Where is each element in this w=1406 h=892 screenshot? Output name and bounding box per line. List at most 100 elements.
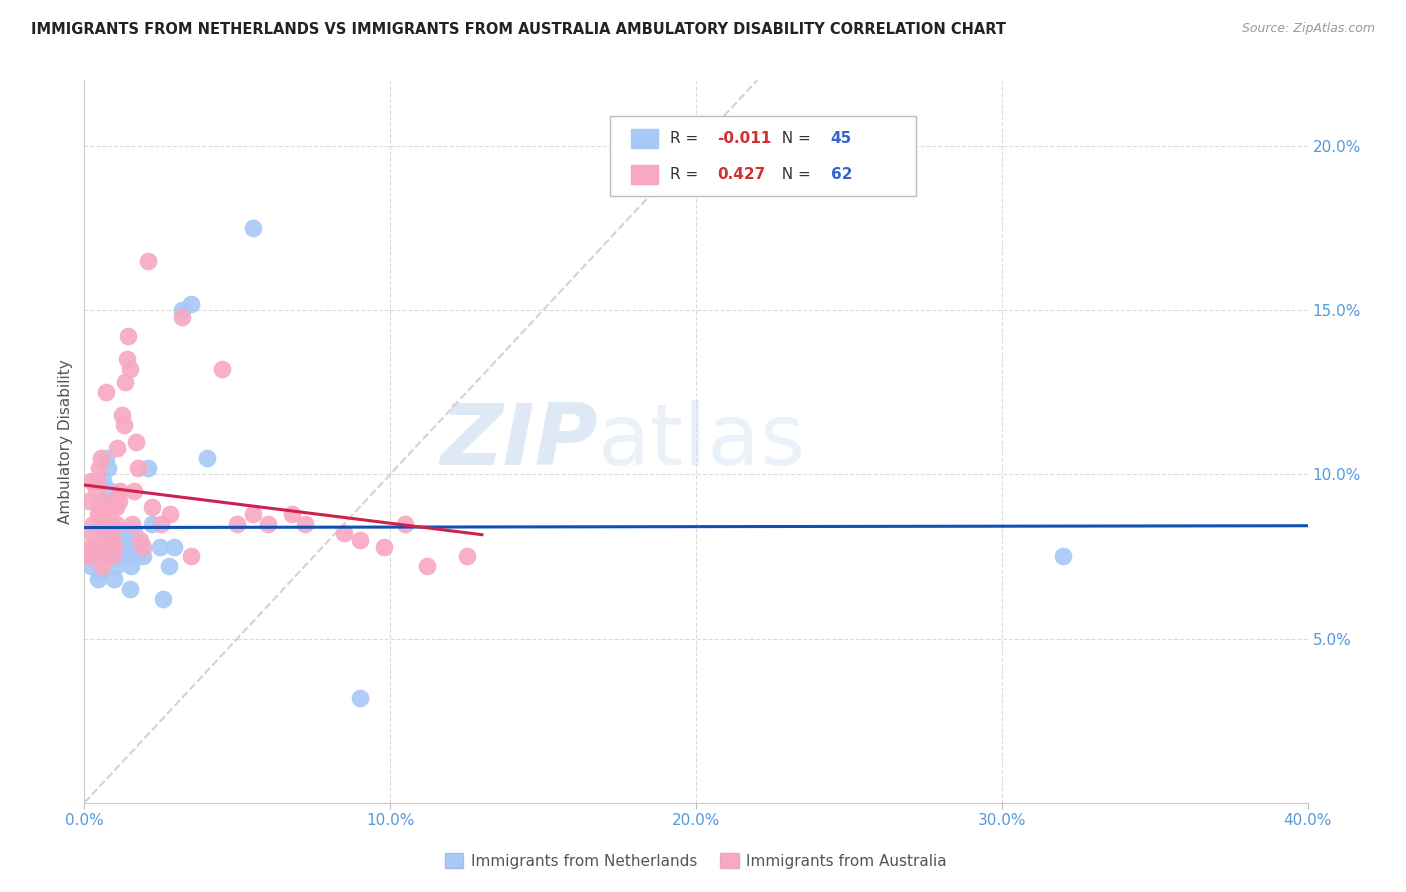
Point (97, 500, 120, 515)
Point (96, 450, 118, 465)
Point (94, 540, 117, 554)
Point (77, 493, 100, 508)
Point (456, 549, 478, 564)
Text: N =: N = (772, 131, 815, 146)
Point (120, 559, 142, 574)
Point (1052, 549, 1074, 564)
Point (122, 483, 145, 498)
Point (152, 592, 174, 607)
Text: atlas: atlas (598, 400, 806, 483)
Point (121, 540, 143, 554)
Point (211, 362, 233, 376)
Point (80, 559, 103, 574)
Point (122, 526, 145, 541)
Text: R =: R = (671, 131, 703, 146)
Point (82, 516, 104, 531)
Point (195, 450, 218, 465)
Point (79, 540, 101, 554)
Legend: Immigrants from Netherlands, Immigrants from Australia: Immigrants from Netherlands, Immigrants … (439, 847, 953, 875)
Point (98, 540, 121, 554)
Point (87, 573, 110, 587)
Point (125, 549, 148, 564)
Point (103, 533, 125, 547)
Point (87, 460, 110, 475)
Point (257, 516, 280, 531)
Point (80, 474, 103, 488)
Point (127, 460, 149, 475)
Text: 0.427: 0.427 (717, 168, 765, 182)
Point (373, 540, 395, 554)
Point (107, 540, 129, 554)
Point (141, 516, 163, 531)
Point (110, 526, 132, 541)
Point (132, 540, 155, 554)
Point (100, 483, 122, 498)
Point (98, 516, 121, 531)
Point (89, 566, 111, 580)
Point (136, 254, 159, 268)
Point (149, 540, 172, 554)
Text: R =: R = (671, 168, 703, 182)
Bar (631, 165, 658, 185)
Point (105, 441, 128, 455)
Bar (631, 129, 658, 148)
Point (101, 549, 124, 564)
Point (93, 516, 115, 531)
Point (103, 540, 125, 554)
Text: ZIP: ZIP (440, 400, 598, 483)
Point (157, 559, 180, 574)
Point (103, 549, 125, 564)
Point (180, 296, 202, 310)
Point (242, 221, 264, 235)
Point (172, 303, 194, 318)
Point (129, 540, 152, 554)
Point (115, 549, 138, 564)
Point (100, 493, 122, 508)
Point (349, 690, 371, 705)
Point (226, 516, 249, 531)
Point (94, 493, 117, 508)
Text: Source: ZipAtlas.com: Source: ZipAtlas.com (1241, 22, 1375, 36)
Point (349, 533, 371, 547)
Point (91, 559, 114, 574)
Point (112, 418, 135, 433)
Point (294, 516, 316, 531)
Point (141, 500, 163, 515)
Point (80, 526, 103, 541)
Point (125, 434, 148, 449)
Point (112, 540, 135, 554)
Point (84, 483, 107, 498)
Point (125, 540, 148, 554)
Point (333, 526, 356, 541)
Point (281, 507, 304, 521)
Point (89, 500, 111, 515)
Point (394, 516, 416, 531)
Text: N =: N = (772, 168, 815, 182)
Point (84, 540, 107, 554)
Point (96, 533, 118, 547)
Text: -0.011: -0.011 (717, 131, 770, 146)
Point (114, 533, 136, 547)
Point (242, 507, 264, 521)
Point (104, 516, 127, 531)
Point (117, 540, 139, 554)
Point (101, 540, 124, 554)
Point (90, 549, 112, 564)
Point (84, 549, 107, 564)
Point (110, 483, 132, 498)
Point (105, 500, 128, 515)
Point (118, 362, 141, 376)
Point (107, 493, 129, 508)
Point (98, 540, 121, 554)
Point (117, 329, 139, 343)
Point (159, 507, 181, 521)
Text: 45: 45 (831, 131, 852, 146)
Point (180, 549, 202, 564)
Point (105, 549, 128, 564)
Point (114, 376, 136, 390)
Point (103, 573, 125, 587)
Point (83, 540, 105, 554)
Point (136, 460, 159, 475)
Point (149, 516, 172, 531)
Point (121, 516, 143, 531)
